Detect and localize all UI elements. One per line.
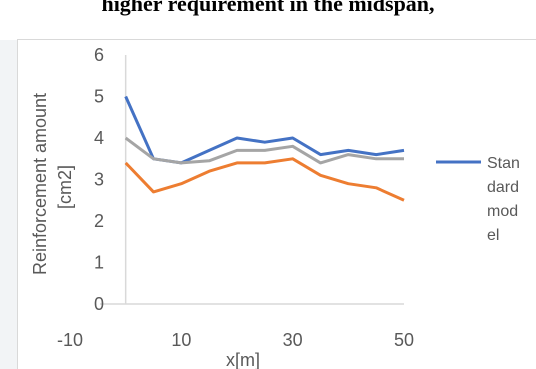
legend-label-line-4: el xyxy=(487,227,499,244)
y-axis-title: Reinforcement amount [cm2] xyxy=(30,93,75,275)
y-tick-label: 6 xyxy=(94,45,104,65)
x-tick-label: 30 xyxy=(283,330,303,350)
y-axis-title-line-1: Reinforcement amount xyxy=(30,93,50,275)
y-tick-label: 4 xyxy=(94,128,104,148)
legend-label-line-2: dard xyxy=(487,179,519,196)
legend: Stan dard mod el xyxy=(436,155,520,244)
chart-frame-top xyxy=(17,39,536,40)
y-tick-labels: 0 1 2 3 4 5 6 xyxy=(94,45,104,314)
series-layer xyxy=(124,95,405,202)
page-caption: higher requirement in the midspan, xyxy=(101,0,435,16)
left-panel xyxy=(0,40,17,369)
legend-label-line-3: mod xyxy=(487,203,518,220)
y-axis-title-line-2: [cm2] xyxy=(55,165,75,209)
x-tick-label: 10 xyxy=(171,330,191,350)
series-line-3 xyxy=(124,157,405,202)
x-tick-label: -10 xyxy=(57,330,83,350)
series-line-1 xyxy=(124,95,405,165)
chart-frame-left xyxy=(17,39,18,369)
x-axis-title: x[m] xyxy=(226,350,260,369)
y-tick-label: 2 xyxy=(94,211,104,231)
y-tick-label: 5 xyxy=(94,87,104,107)
legend-label-line-1: Stan xyxy=(487,155,520,172)
y-tick-label: 3 xyxy=(94,170,104,190)
y-tick-label: 1 xyxy=(94,253,104,273)
x-tick-label: 50 xyxy=(394,330,414,350)
y-tick-label: 0 xyxy=(94,294,104,314)
chart-axes xyxy=(100,55,404,305)
series-line-2 xyxy=(124,136,404,165)
x-tick-labels: -10 10 30 50 xyxy=(57,330,414,350)
